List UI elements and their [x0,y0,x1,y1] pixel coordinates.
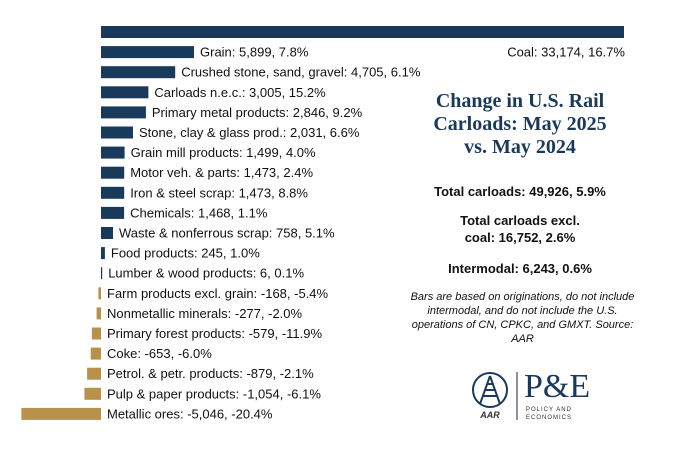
bar-label-19: Metallic ores: -5,046, -20.4% [107,406,273,421]
source-note: Bars are based on originations, do not i… [410,291,635,345]
bar-10 [101,227,113,239]
bar-12 [101,267,103,280]
total-carloads: Total carloads: 49,926, 5.9% [434,184,606,199]
bar-1 [101,46,194,59]
bar-label-2: Crushed stone, sand, gravel: 4,705, 6.1% [181,65,421,80]
pe-logo-mark: P&E [524,368,591,405]
aar-logo-text: AAR [480,410,500,420]
bar-3 [101,86,149,99]
bar-label-10: Waste & nonferrous scrap: 758, 5.1% [119,226,335,241]
bar-14 [96,307,101,320]
bar-19 [21,407,101,420]
bar-18 [84,387,101,400]
bar-8 [101,186,125,199]
pe-logo-subtitle-line-2: ECONOMICS [526,415,573,421]
bar-6 [101,146,125,159]
bar-15 [91,327,101,340]
pe-logo-subtitle-line-1: POLICY AND [526,407,572,413]
bar-label-17: Petrol. & petr. products: -879, -2.1% [107,366,314,381]
chart-title: Change in U.S. Rail Carloads: May 2025 v… [405,90,635,159]
bar-label-14: Nonmetallic minerals: -277, -2.0% [107,306,303,321]
total-excl-coal-line-2: coal: 16,752, 2.6% [464,230,576,245]
intermodal-total: Intermodal: 6,243, 0.6% [448,261,592,276]
logos: AAR P&E POLICY AND ECONOMICS [470,370,630,430]
bar-label-18: Pulp & paper products: -1,054, -6.1% [107,386,321,401]
bar-label-16: Coke: -653, -6.0% [107,346,212,361]
bar-label-5: Stone, clay & glass prod.: 2,031, 6.6% [139,125,360,140]
total-excl-coal-line-1: Total carloads excl. [460,213,580,228]
chart-title-line-2: Carloads: May 2025 [433,113,607,135]
bar-label-15: Primary forest products: -579, -11.9% [107,326,323,341]
bar-9 [101,206,125,219]
summary-panel: Change in U.S. Rail Carloads: May 2025 v… [405,90,635,277]
bar-label-3: Carloads n.e.c.: 3,005, 15.2% [154,85,326,100]
bar-label-1: Grain: 5,899, 7.8% [200,45,309,60]
bar-7 [101,166,125,179]
logo-divider [516,372,518,420]
bar-label-11: Food products: 245, 1.0% [111,246,260,261]
bar-label-8: Iron & steel scrap: 1,473, 8.8% [130,185,308,200]
bar-0 [101,26,624,38]
bar-label-9: Chemicals: 1,468, 1.1% [130,205,268,220]
pe-logo-subtitle: POLICY AND ECONOMICS [526,406,572,422]
bar-5 [101,126,133,139]
bar-11 [101,247,105,260]
bar-2 [101,66,176,79]
bar-label-6: Grain mill products: 1,499, 4.0% [131,145,316,160]
bar-label-0: Coal: 33,174, 16.7% [507,45,625,60]
bar-label-12: Lumber & wood products: 6, 0.1% [108,266,304,281]
bar-4 [101,106,146,119]
chart-title-line-3: vs. May 2024 [464,136,576,158]
bar-label-13: Farm products excl. grain: -168, -5.4% [107,286,329,301]
bar-13 [98,287,101,300]
aar-logo-icon [472,372,508,408]
bar-label-7: Motor veh. & parts: 1,473, 2.4% [130,165,313,180]
chart-title-line-1: Change in U.S. Rail [435,90,605,112]
bar-label-4: Primary metal products: 2,846, 9.2% [152,105,363,120]
bar-16 [90,347,101,360]
bar-17 [87,367,101,380]
